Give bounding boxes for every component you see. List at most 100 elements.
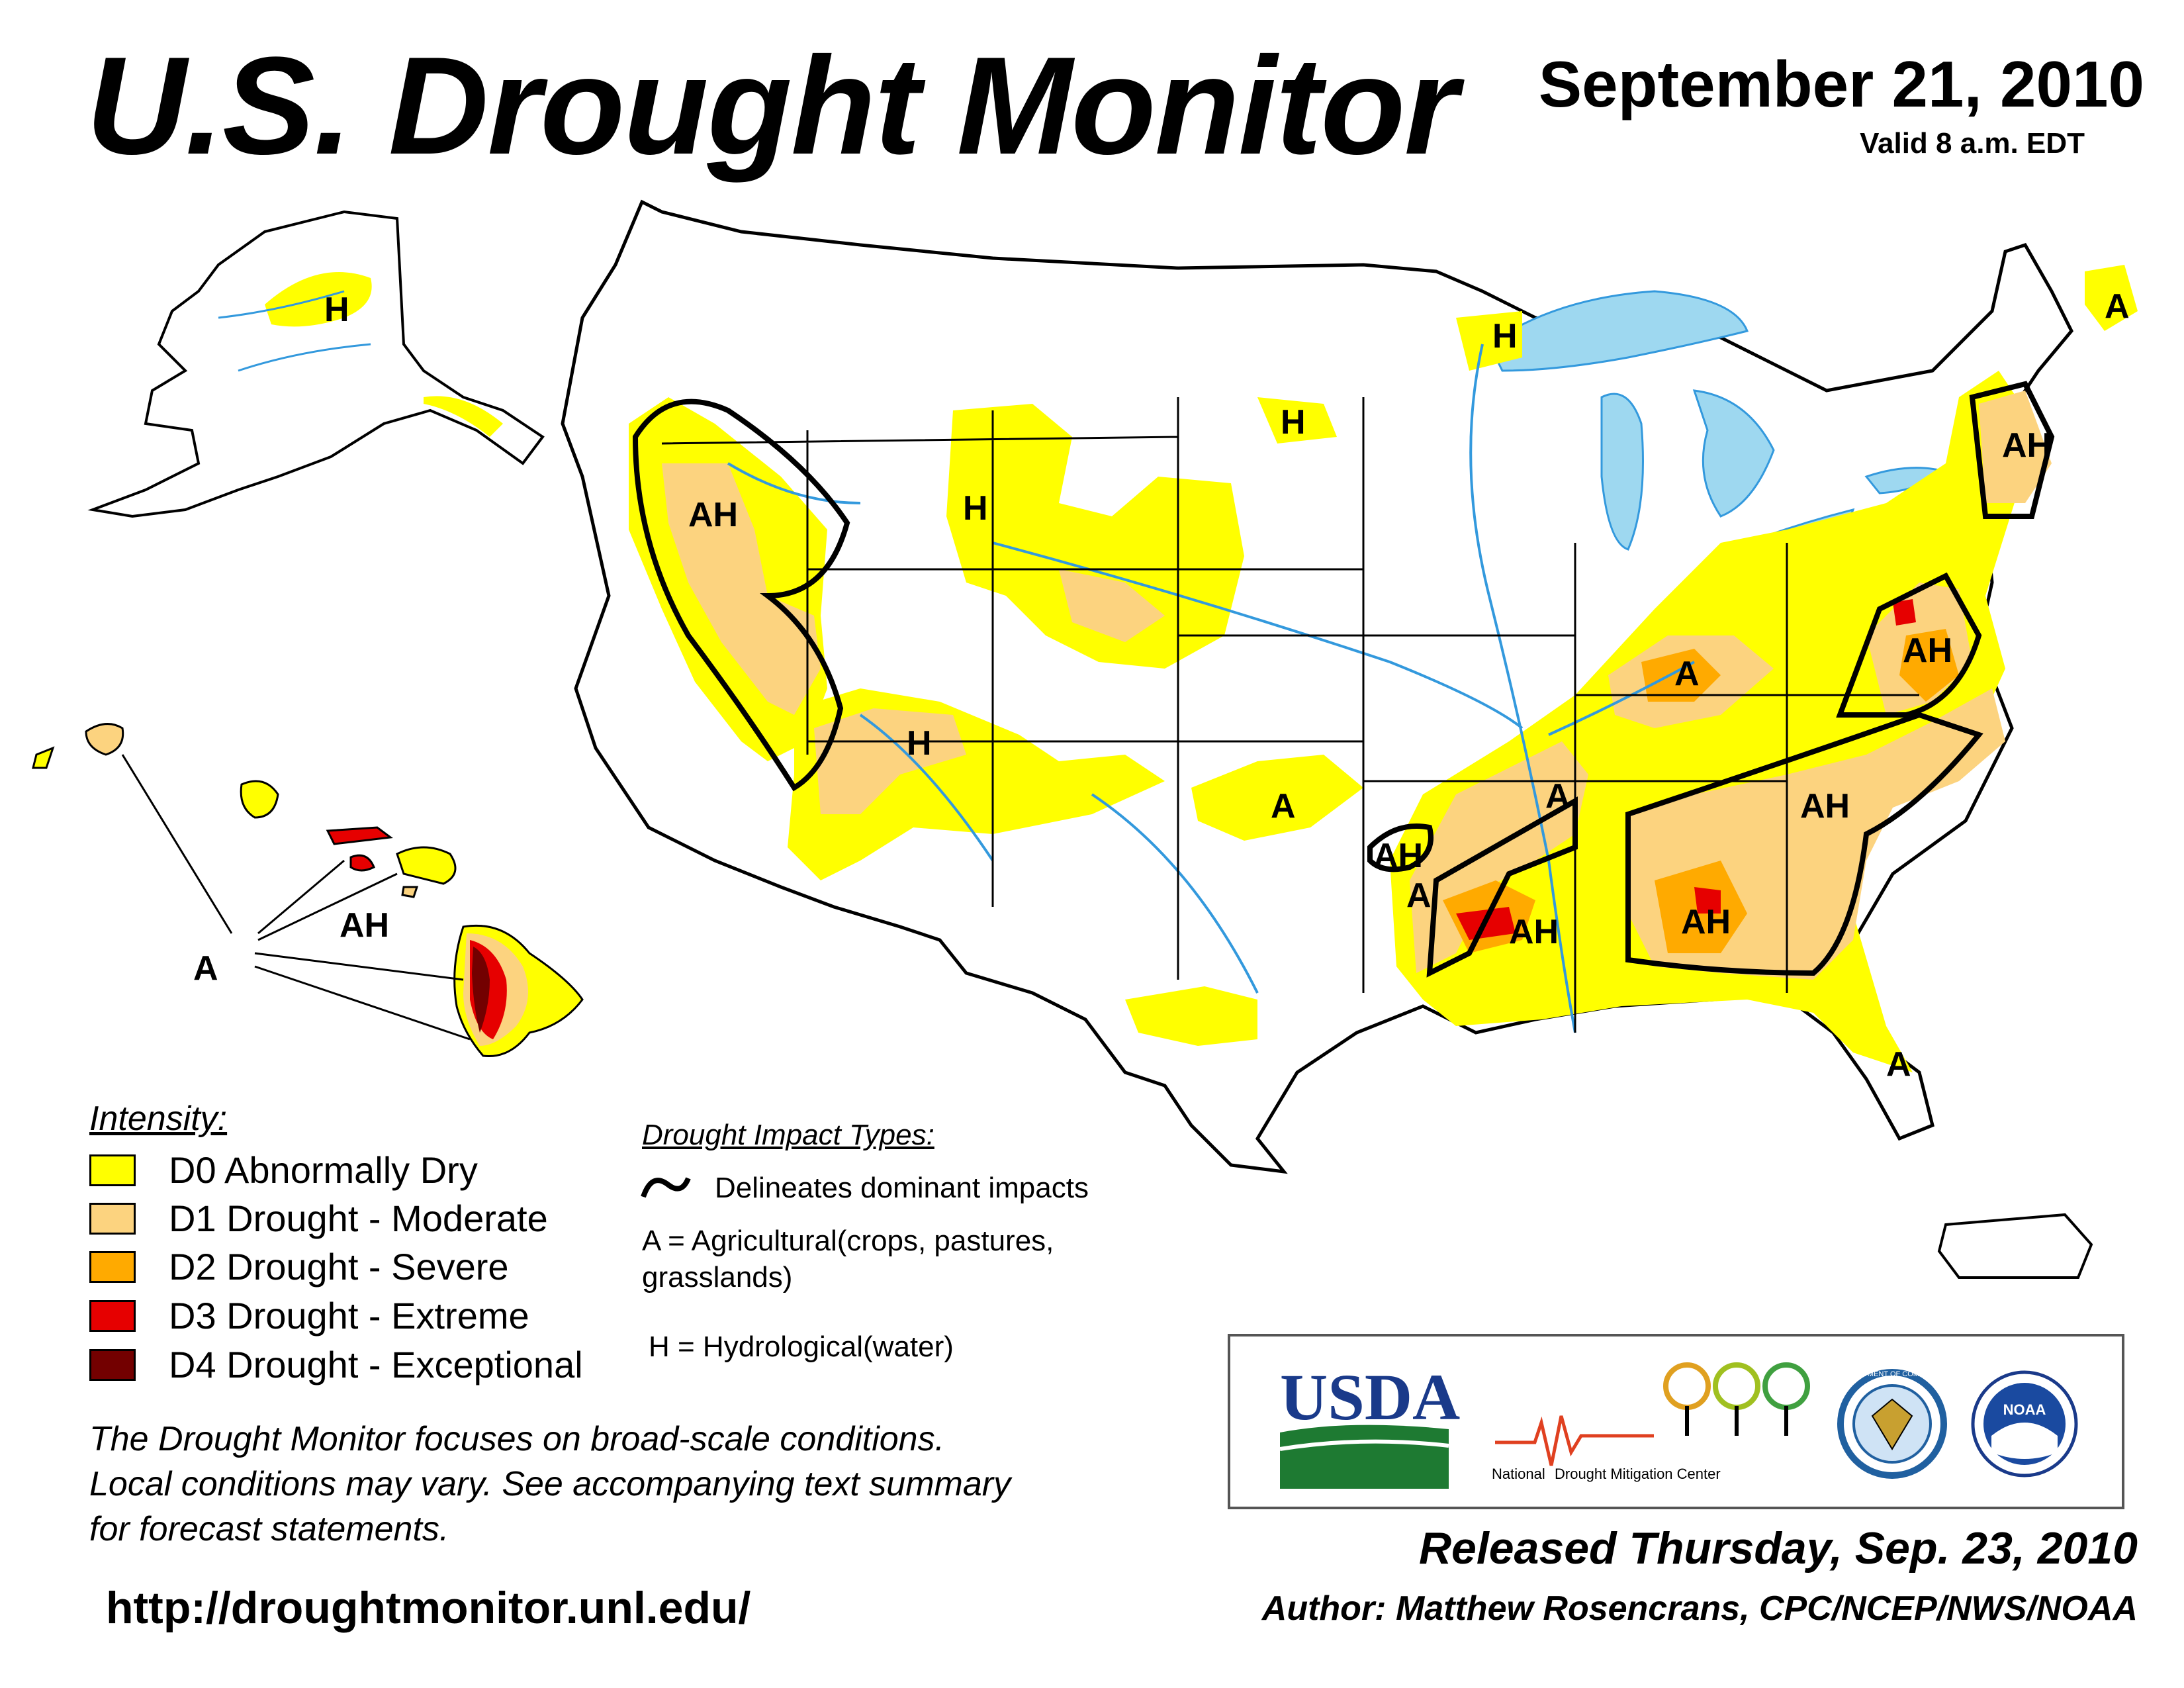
alaska-label-h: H: [324, 291, 349, 329]
sponsor-logos: USDA National Drought Mitigation Center …: [1228, 1334, 2124, 1509]
legend-label-d3: D3 Drought - Extreme: [169, 1295, 529, 1336]
impact-line-south: [1426, 796, 1578, 978]
legend-label-d0: D0 Abnormally Dry: [169, 1149, 478, 1191]
valid-time: Valid 8 a.m. EDT: [1860, 127, 2085, 160]
legend-swatch-d2: [89, 1250, 136, 1283]
alaska-outline: [87, 210, 545, 518]
puerto-rico: [1937, 1213, 2093, 1279]
svg-text:Drought Mitigation Center: Drought Mitigation Center: [1555, 1466, 1721, 1482]
legend-label-d1: D1 Drought - Moderate: [169, 1197, 548, 1239]
hawaii-oahu: [240, 780, 279, 819]
label-carolina-ah: AH: [1800, 787, 1850, 825]
ndmc-logo: National Drought Mitigation Center: [1492, 1362, 1810, 1482]
lake-superior: [1488, 290, 1749, 372]
impact-delineates-text: Delineates dominant impacts: [715, 1172, 1089, 1204]
d2-ohio: [1641, 649, 1721, 702]
hawaii-big-island-d4: [472, 947, 490, 1033]
d0-oklahoma: [1191, 755, 1363, 841]
legend-item-d3: D3 Drought - Extreme: [89, 1294, 529, 1337]
d0-upper-mi: [1456, 311, 1522, 371]
footnote-line3: for forecast statements.: [89, 1510, 449, 1548]
alaska-south-d0: [424, 396, 503, 437]
d0-maine: [2085, 265, 2138, 331]
state-lines: [661, 397, 1919, 1033]
d1-new-england: [1979, 391, 2052, 503]
label-louisiana-ah: AH: [1509, 913, 1559, 951]
legend-item-d0: D0 Abnormally Dry: [89, 1149, 478, 1192]
label-florida-a: A: [1886, 1045, 1911, 1084]
footnote: The Drought Monitor focuses on broad-sca…: [89, 1417, 1214, 1552]
label-four-corners-h: H: [907, 724, 932, 763]
impact-agricultural-line2: grasslands): [642, 1261, 793, 1293]
legend-item-d4: D4 Drought - Exceptional: [89, 1343, 583, 1386]
label-ozark-ah: AH: [1373, 837, 1423, 875]
hawaii-molokai: [326, 826, 393, 845]
label-dakota-h: H: [1281, 403, 1306, 442]
d2-virginia: [1899, 629, 1959, 702]
d0-east: [1390, 371, 2025, 1072]
impact-line-southeast: [1625, 712, 1983, 976]
d3-maryland: [1893, 599, 1916, 626]
lake-michigan: [1600, 393, 1644, 551]
legend-swatch-d0: [89, 1154, 136, 1186]
label-superior-h: H: [1492, 317, 1518, 355]
released-date: Released Thursday, Sep. 23, 2010: [1418, 1523, 2138, 1573]
alaska-inset: H: [87, 210, 545, 518]
noaa-logo: NOAA: [1971, 1370, 2078, 1477]
hawaii-lanai: [349, 854, 375, 872]
usda-logo: USDA: [1279, 1360, 1460, 1489]
label-rockies-h: H: [963, 489, 988, 528]
hawaii-niihau: [32, 746, 55, 769]
d2-areas: [1443, 629, 1959, 953]
impact-squiggle-icon: [641, 1177, 691, 1198]
hawaii-label-a: A: [193, 949, 218, 988]
legend-swatch-d1: [89, 1202, 136, 1235]
legend-title: Intensity:: [89, 1100, 228, 1138]
footnote-line2: Local conditions may vary. See accompany…: [89, 1465, 1011, 1503]
map-date: September 21, 2010: [1538, 48, 2144, 120]
impact-types-title: Drought Impact Types:: [642, 1119, 934, 1151]
website-url[interactable]: http://droughtmonitor.unl.edu/: [106, 1583, 751, 1633]
d0-texas: [1125, 986, 1257, 1046]
svg-text:USDA: USDA: [1280, 1360, 1460, 1434]
legend-label-d2: D2 Drought - Severe: [169, 1246, 509, 1288]
label-new-england-ah: AH: [2002, 426, 2052, 465]
author: Author: Matthew Rosencrans, CPC/NCEP/NWS…: [1261, 1589, 2138, 1628]
legend-label-d4: D4 Drought - Exceptional: [169, 1344, 583, 1385]
hawaii-inset: AH A: [32, 723, 584, 1058]
footnote-line1: The Drought Monitor focuses on broad-sca…: [89, 1420, 945, 1458]
label-maine-a: A: [2105, 287, 2130, 326]
label-west-ah: AH: [688, 496, 738, 534]
hawaii-leader-lines: [121, 754, 471, 1041]
impact-line-new-england: [1969, 381, 2055, 519]
label-midatlantic-ah: AH: [1903, 632, 1952, 670]
d1-west: [662, 463, 821, 715]
d3-georgia: [1694, 887, 1721, 914]
d0-rockies: [946, 404, 1244, 669]
d0-dakota: [1257, 397, 1337, 444]
legend-swatch-d3: [89, 1299, 136, 1332]
label-ohio-valley-a: A: [1674, 655, 1700, 693]
d1-southwest: [814, 708, 966, 814]
label-arkansas-a: A: [1545, 777, 1570, 816]
lake-huron: [1692, 389, 1775, 518]
impact-agricultural-line1: A = Agricultural(crops, pastures,: [642, 1225, 1054, 1257]
hawaii-maui: [396, 846, 457, 885]
legend-item-d1: D1 Drought - Moderate: [89, 1197, 548, 1240]
impact-lines: [632, 381, 2055, 978]
label-texas-a: A: [1406, 876, 1432, 915]
rivers: [727, 344, 1695, 1033]
hawaii-label-ah: AH: [340, 906, 389, 945]
hawaii-kahoolawe: [401, 886, 419, 898]
label-oklahoma-a: A: [1271, 787, 1296, 825]
commerce-seal-logo: DEPARTMENT OF COMMERCE: [1837, 1369, 1947, 1479]
impact-line-ozark: [1367, 823, 1433, 872]
impact-line-west: [632, 399, 850, 792]
alaska-rivers: [218, 290, 371, 372]
label-georgia-ah: AH: [1681, 903, 1731, 941]
impact-hydrological-text: H = Hydrological(water): [649, 1331, 954, 1363]
page-title: U.S. Drought Monitor: [86, 28, 1458, 183]
svg-text:DEPARTMENT OF COMMERCE: DEPARTMENT OF COMMERCE: [1839, 1370, 1945, 1378]
svg-text:NOAA: NOAA: [2003, 1401, 2046, 1418]
